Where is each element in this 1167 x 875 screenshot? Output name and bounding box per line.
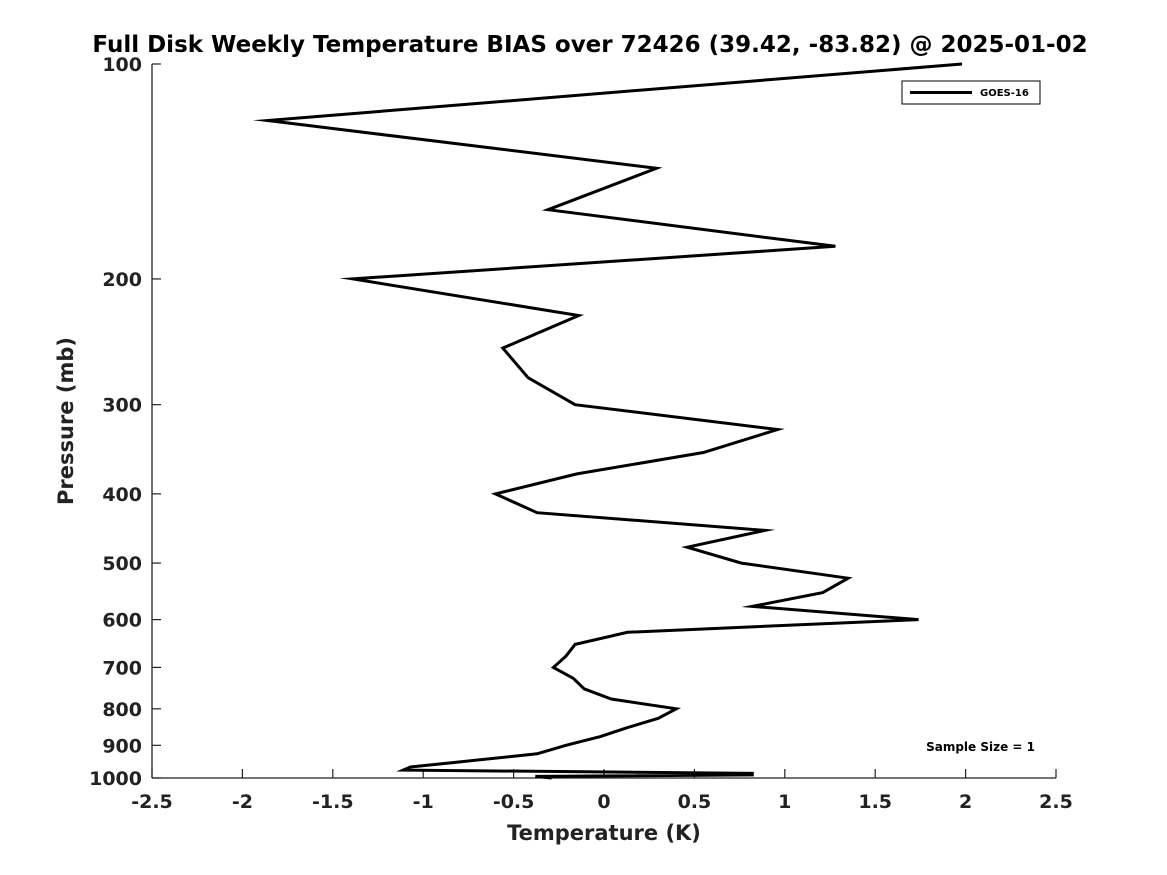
y-tick-label: 100 xyxy=(102,54,142,76)
y-tick-label: 500 xyxy=(102,553,142,575)
y-tick-label: 1000 xyxy=(89,768,142,790)
x-tick-label: 2.5 xyxy=(1039,791,1073,813)
x-tick-label: -2.5 xyxy=(131,791,173,813)
plot-area xyxy=(151,64,1056,779)
y-axis-label: Pressure (mb) xyxy=(54,337,78,505)
x-tick-label: -1.5 xyxy=(312,791,354,813)
series-layer xyxy=(252,62,963,780)
x-tick-label: -0.5 xyxy=(493,791,535,813)
y-tick-label: 900 xyxy=(102,735,142,757)
x-tick-label: 1 xyxy=(778,791,791,813)
y-tick-label: 700 xyxy=(102,657,142,679)
y-tick-label: 800 xyxy=(102,699,142,721)
y-tick-label: 300 xyxy=(102,395,142,417)
sample-size-annotation: Sample Size = 1 xyxy=(926,740,1035,754)
x-tick-label: 2 xyxy=(959,791,972,813)
legend-label-goes-16: GOES-16 xyxy=(980,88,1029,99)
y-axis: 100 200 300 400 500 600 700 800 900 1000 xyxy=(89,54,161,790)
x-tick-label: 0 xyxy=(597,791,610,813)
y-tick-label: 600 xyxy=(102,610,142,632)
y-tick-label: 400 xyxy=(102,484,142,506)
x-tick-label: 1.5 xyxy=(858,791,892,813)
x-tick-label: 0.5 xyxy=(678,791,712,813)
y-tick-label: 200 xyxy=(102,269,142,291)
x-axis-label: Temperature (K) xyxy=(507,821,701,845)
chart-title: Full Disk Weekly Temperature BIAS over 7… xyxy=(92,32,1087,58)
x-tick-label: -2 xyxy=(232,791,253,813)
x-axis: -2.5 -2 -1.5 -1 -0.5 0 0.5 1 1.5 2 2.5 xyxy=(131,769,1073,813)
x-tick-label: -1 xyxy=(413,791,434,813)
legend: GOES-16 xyxy=(901,80,1041,105)
series-line-goes-16 xyxy=(252,62,963,780)
